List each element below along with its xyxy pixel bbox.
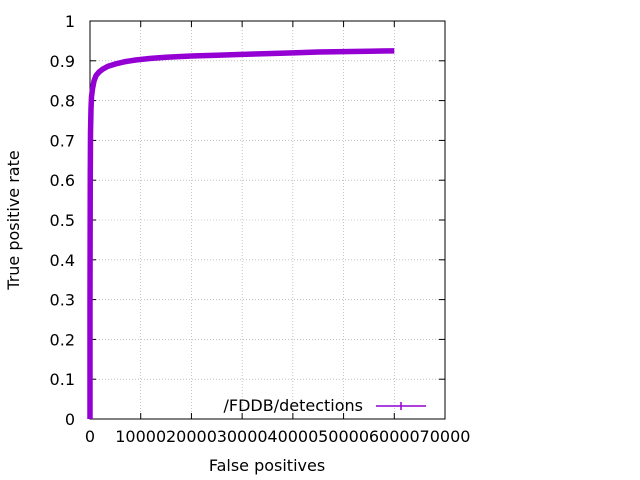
x-tick-labels: 0 10000 20000 30000 40000 50000 60000 70000 (85, 427, 471, 446)
x-tick-label: 50000 (318, 427, 369, 446)
series-line (87, 48, 395, 419)
x-tick-label: 70000 (420, 427, 471, 446)
legend: /FDDB/detections (224, 396, 426, 415)
y-tick-label: 0.1 (50, 370, 75, 389)
y-tick-label: 0.4 (50, 251, 75, 270)
y-tick-label: 0.7 (50, 131, 75, 150)
x-tick-label: 60000 (369, 427, 420, 446)
y-tick-label: 0.2 (50, 330, 75, 349)
series-layer (87, 48, 395, 419)
grid-lines (90, 21, 445, 419)
y-tick-label: 0.3 (50, 291, 75, 310)
y-axis-label: True positive rate (4, 150, 23, 290)
y-tick-label: 0.8 (50, 92, 75, 111)
x-tick-label: 20000 (166, 427, 217, 446)
x-tick-label: 30000 (217, 427, 268, 446)
x-tick-label: 10000 (115, 427, 166, 446)
legend-label: /FDDB/detections (224, 396, 364, 415)
y-tick-label: 1 (65, 12, 75, 31)
y-tick-label: 0.6 (50, 171, 75, 190)
x-tick-label: 40000 (267, 427, 318, 446)
y-tick-labels: 0 0.1 0.2 0.3 0.4 0.5 0.6 0.7 0.8 0.9 1 (50, 12, 75, 429)
y-tick-label: 0 (65, 410, 75, 429)
x-tick-label: 0 (85, 427, 95, 446)
y-tick-label: 0.9 (50, 52, 75, 71)
y-tick-label: 0.5 (50, 211, 75, 230)
x-axis-label: False positives (209, 456, 325, 475)
